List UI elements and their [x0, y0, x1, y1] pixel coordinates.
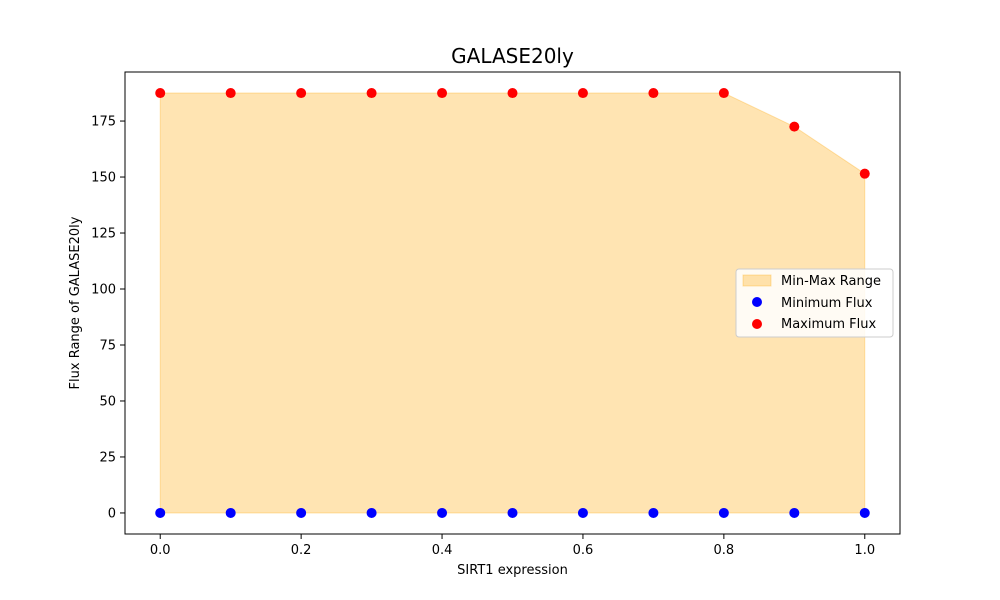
max-flux-point [155, 88, 166, 99]
max-flux-point [859, 168, 870, 179]
y-axis-label: Flux Range of GALASE20ly [68, 216, 83, 389]
x-tick-label: 0.6 [573, 543, 594, 558]
x-tick-label: 0.2 [291, 543, 312, 558]
y-tick-label: 100 [91, 283, 116, 298]
y-tick-label: 25 [99, 450, 116, 465]
plot-area [155, 88, 870, 518]
max-flux-point [437, 88, 448, 99]
x-tick-label: 0.0 [150, 543, 171, 558]
min-flux-point [155, 507, 166, 518]
max-flux-point [648, 88, 659, 99]
legend-box [735, 268, 894, 338]
legend-swatch-range [742, 274, 772, 287]
max-flux-point [577, 88, 588, 99]
y-tick-label: 50 [99, 394, 116, 409]
y-tick-label: 150 [91, 171, 116, 186]
min-flux-point [507, 507, 518, 518]
legend-label-max: Maximum Flux [781, 317, 877, 332]
max-flux-point [366, 88, 377, 99]
max-flux-point [225, 88, 236, 99]
legend-label-range: Min-Max Range [781, 274, 881, 289]
min-flux-point [225, 507, 236, 518]
x-axis-label: SIRT1 expression [457, 563, 568, 578]
min-flux-point [718, 507, 729, 518]
max-flux-point [718, 88, 729, 99]
min-flux-point [859, 507, 870, 518]
min-flux-point [789, 507, 800, 518]
legend-label-min: Minimum Flux [781, 296, 873, 311]
min-flux-point [437, 507, 448, 518]
min-flux-point [577, 507, 588, 518]
y-tick-label: 75 [99, 338, 116, 353]
max-flux-point [296, 88, 307, 99]
plot-frame [124, 71, 901, 535]
y-tick-label: 0 [108, 506, 116, 521]
min-flux-point [648, 507, 659, 518]
x-tick-label: 1.0 [854, 543, 875, 558]
min-flux-point [296, 507, 307, 518]
x-tick-label: 0.8 [714, 543, 735, 558]
legend-marker-min [752, 297, 762, 307]
min-flux-point [366, 507, 377, 518]
y-tick-label: 175 [91, 115, 116, 130]
x-tick-label: 0.4 [432, 543, 453, 558]
legend: Min-Max Range Minimum Flux Maximum Flux [735, 268, 894, 338]
y-tick-label: 125 [91, 227, 116, 242]
legend-marker-max [752, 319, 762, 329]
axis-ticks: 0.0 0.2 0.4 0.6 0.8 1.0 0 25 50 75 100 125 150 175 [91, 115, 875, 558]
chart-title: GALASE20ly [451, 44, 574, 68]
max-flux-point [789, 121, 800, 132]
max-flux-point [507, 88, 518, 99]
